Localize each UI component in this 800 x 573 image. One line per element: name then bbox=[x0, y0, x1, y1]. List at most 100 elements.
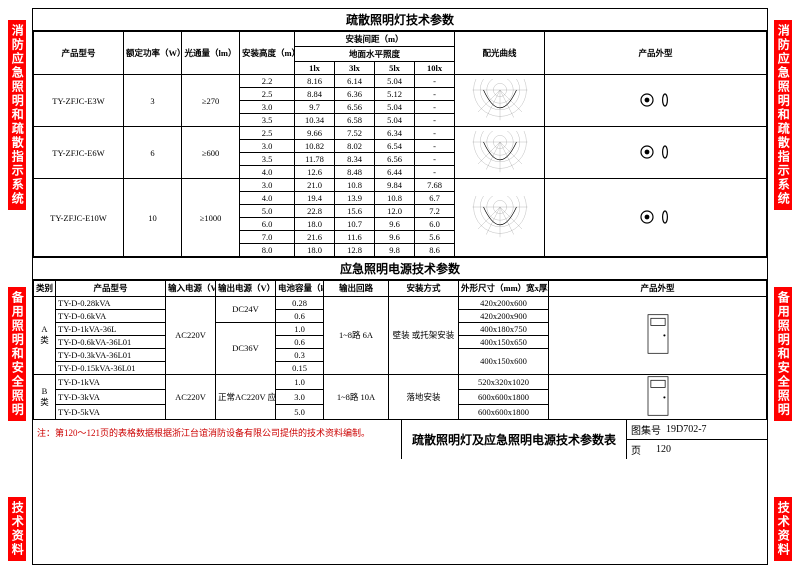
side-labels-right: 消防应急照明和疏散指示系统 备用照明和安全照明 技术资料 bbox=[772, 20, 794, 561]
cell-vin: AC220V bbox=[166, 374, 216, 419]
cell-height: 3.5 bbox=[240, 114, 295, 127]
col-10lx: 10lx bbox=[415, 62, 455, 75]
cell-5lx: 5.12 bbox=[375, 88, 415, 101]
cell-height: 3.0 bbox=[240, 179, 295, 192]
cell-height: 7.0 bbox=[240, 231, 295, 244]
cell-shape bbox=[545, 75, 767, 127]
cell-5lx: 6.44 bbox=[375, 166, 415, 179]
cell-10lx: - bbox=[415, 114, 455, 127]
cell-install: 壁装 或托架安装 bbox=[389, 296, 459, 374]
cell-model: TY-D-1kVA bbox=[56, 374, 166, 389]
cell-cap: 1.0 bbox=[276, 374, 324, 389]
side-labels-left: 消防应急照明和疏散指示系统 备用照明和安全照明 技术资料 bbox=[6, 20, 28, 561]
cell-5lx: 5.04 bbox=[375, 101, 415, 114]
cell-10lx: 5.6 bbox=[415, 231, 455, 244]
sheet-meta: 图集号 19D702-7 页 120 bbox=[626, 420, 767, 459]
cabinet-icon bbox=[551, 314, 764, 356]
cell-height: 3.5 bbox=[240, 153, 295, 166]
table-row: TY-ZFJC-E3W3≥2702.28.166.145.04- bbox=[34, 75, 767, 88]
cell-model: TY-D-0.6kVA bbox=[56, 309, 166, 322]
cell-shape bbox=[549, 374, 767, 419]
cell-size: 420x200x600 bbox=[459, 296, 549, 309]
cell-5lx: 5.04 bbox=[375, 75, 415, 88]
cell-height: 4.0 bbox=[240, 192, 295, 205]
cell-shape bbox=[545, 179, 767, 257]
polar-diagram-icon bbox=[470, 131, 530, 175]
cell-size: 420x200x900 bbox=[459, 309, 549, 322]
col-power: 额定功率（W） bbox=[124, 32, 182, 75]
cell-1lx: 8.84 bbox=[295, 88, 335, 101]
label-system: 消防应急照明和疏散指示系统 bbox=[774, 20, 792, 210]
cell-model: TY-ZFJC-E6W bbox=[34, 127, 124, 179]
cell-10lx: - bbox=[415, 101, 455, 114]
lamp-shape-icon bbox=[547, 85, 764, 117]
section1-title: 疏散照明灯技术参数 bbox=[33, 9, 767, 31]
cabinet-icon bbox=[551, 376, 764, 418]
cell-curve bbox=[455, 75, 545, 127]
cell-cat: A类 bbox=[34, 296, 56, 374]
col-shape: 产品外型 bbox=[545, 32, 767, 75]
cell-size: 600x600x1800 bbox=[459, 389, 549, 404]
page-value: 120 bbox=[656, 444, 671, 455]
cell-1lx: 19.4 bbox=[295, 192, 335, 205]
table-evacuation-lamp: 产品型号 额定功率（W） 光通量（lm） 安装高度（m） 安装间距（m） 配光曲… bbox=[33, 31, 767, 257]
cell-height: 8.0 bbox=[240, 244, 295, 257]
cell-model: TY-D-1kVA-36L bbox=[56, 322, 166, 335]
cell-5lx: 9.6 bbox=[375, 231, 415, 244]
cell-5lx: 6.56 bbox=[375, 153, 415, 166]
page-label: 页 bbox=[631, 442, 641, 457]
table-header-row: 类别 产品型号 输入电源（V） 输出电源（V） 电池容量（kVA） 输出回路 安… bbox=[34, 281, 767, 297]
cell-1lx: 9.7 bbox=[295, 101, 335, 114]
col-shape: 产品外型 bbox=[549, 281, 767, 297]
cell-1lx: 10.82 bbox=[295, 140, 335, 153]
cell-size: 600x600x1800 bbox=[459, 404, 549, 419]
col-loop: 输出回路 bbox=[324, 281, 389, 297]
cell-3lx: 8.34 bbox=[335, 153, 375, 166]
col-cat: 类别 bbox=[34, 281, 56, 297]
label-system: 消防应急照明和疏散指示系统 bbox=[8, 20, 26, 210]
cell-model: TY-ZFJC-E10W bbox=[34, 179, 124, 257]
cell-height: 3.0 bbox=[240, 101, 295, 114]
cell-3lx: 8.02 bbox=[335, 140, 375, 153]
cell-cap: 0.3 bbox=[276, 348, 324, 361]
col-vout: 输出电源（V） bbox=[216, 281, 276, 297]
cell-cap: 0.15 bbox=[276, 361, 324, 374]
col-install: 安装方式 bbox=[389, 281, 459, 297]
page-root: 消防应急照明和疏散指示系统 备用照明和安全照明 技术资料 消防应急照明和疏散指示… bbox=[0, 0, 800, 573]
col-lumen: 光通量（lm） bbox=[182, 32, 240, 75]
cell-10lx: 6.7 bbox=[415, 192, 455, 205]
footer: 注：第120～121页的表格数据根据浙江台谊消防设备有限公司提供的技术资料编制。… bbox=[33, 419, 767, 459]
cell-lumen: ≥600 bbox=[182, 127, 240, 179]
table-emergency-power: 类别 产品型号 输入电源（V） 输出电源（V） 电池容量（kVA） 输出回路 安… bbox=[33, 280, 767, 419]
section2-title: 应急照明电源技术参数 bbox=[33, 257, 767, 280]
cell-model: TY-ZFJC-E3W bbox=[34, 75, 124, 127]
label-tech: 技术资料 bbox=[8, 497, 26, 561]
cell-cap: 1.0 bbox=[276, 322, 324, 335]
cell-model: TY-D-5kVA bbox=[56, 404, 166, 419]
cell-size: 400x180x750 bbox=[459, 322, 549, 335]
cell-model: TY-D-0.3kVA-36L01 bbox=[56, 348, 166, 361]
label-tech: 技术资料 bbox=[774, 497, 792, 561]
footnote: 注：第120～121页的表格数据根据浙江台谊消防设备有限公司提供的技术资料编制。 bbox=[33, 420, 401, 459]
cell-10lx: - bbox=[415, 127, 455, 140]
cell-5lx: 9.84 bbox=[375, 179, 415, 192]
cell-5lx: 12.0 bbox=[375, 205, 415, 218]
cell-10lx: - bbox=[415, 153, 455, 166]
label-spare: 备用照明和安全照明 bbox=[8, 287, 26, 421]
col-height: 安装高度（m） bbox=[240, 32, 295, 75]
table-row: A类TY-D-0.28kVAAC220VDC24V0.281~8路 6A壁装 或… bbox=[34, 296, 767, 309]
cell-3lx: 6.36 bbox=[335, 88, 375, 101]
cell-3lx: 6.14 bbox=[335, 75, 375, 88]
cell-curve bbox=[455, 179, 545, 257]
document-frame: 疏散照明灯技术参数 产品型号 额定功率（W） 光通量（lm） 安装高度（m） 安… bbox=[32, 8, 768, 565]
cell-size: 520x320x1020 bbox=[459, 374, 549, 389]
cell-1lx: 12.6 bbox=[295, 166, 335, 179]
cell-cap: 3.0 bbox=[276, 389, 324, 404]
cell-height: 6.0 bbox=[240, 218, 295, 231]
cell-cap: 0.6 bbox=[276, 335, 324, 348]
cell-1lx: 21.6 bbox=[295, 231, 335, 244]
cell-1lx: 18.0 bbox=[295, 218, 335, 231]
cell-1lx: 8.16 bbox=[295, 75, 335, 88]
col-cap: 电池容量（kVA） bbox=[276, 281, 324, 297]
cell-shape bbox=[545, 127, 767, 179]
